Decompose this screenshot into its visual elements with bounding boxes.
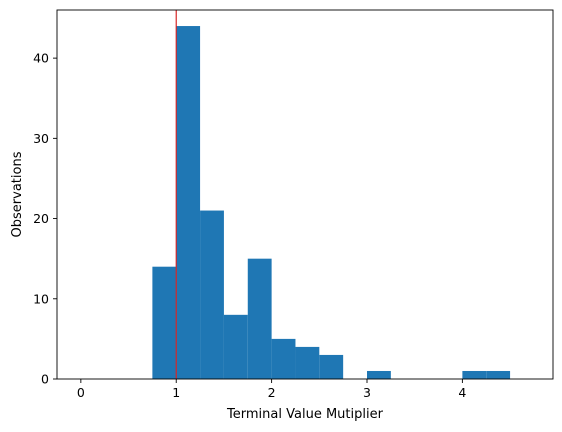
histogram-bar [271,338,296,379]
plot-frame [56,9,554,380]
x-tick-label: 1 [172,385,180,400]
histogram-bars [152,26,511,379]
histogram-bar [319,354,344,379]
x-axis-label: Terminal Value Mutiplier [226,407,384,422]
y-tick-label: 20 [33,211,49,226]
y-tick-label: 0 [41,372,49,387]
y-tick-label: 40 [33,51,49,66]
y-tick-label: 10 [33,291,49,306]
histogram-bar [247,258,272,379]
histogram-bar [295,346,320,379]
x-axis-ticks: 0 1 2 3 4 [77,379,466,400]
x-tick-label: 3 [363,385,371,400]
histogram-bar [486,370,511,379]
x-tick-label: 2 [268,385,276,400]
histogram-bar [152,266,177,379]
x-tick-label: 0 [77,385,85,400]
histogram-bar [176,26,201,379]
x-tick-label: 4 [458,385,466,400]
histogram-bar [367,370,391,379]
histogram-bar [223,314,248,379]
y-axis-ticks: 0 10 20 30 40 [33,51,57,387]
y-tick-label: 30 [33,131,49,146]
y-axis-label: Observations [10,151,25,237]
histogram-bar [200,210,224,379]
histogram-bar [462,370,487,379]
